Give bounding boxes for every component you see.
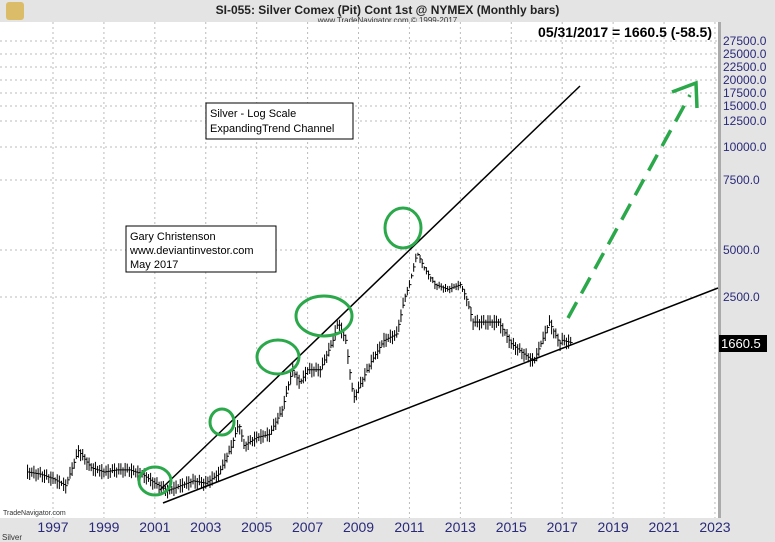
annotation-line: Gary Christenson: [130, 231, 216, 243]
annotation-box-scale: [205, 102, 354, 140]
y-tick-label: 2500.0: [723, 290, 760, 304]
axis-separator: [718, 22, 721, 518]
x-tick-label: 2021: [648, 519, 679, 535]
annotation-box-author: [125, 225, 277, 273]
y-tick-label: 17500.0: [723, 86, 767, 100]
x-tick-label: 1999: [88, 519, 119, 535]
lower-trendline: [162, 287, 719, 504]
x-tick-label: 2023: [699, 519, 730, 535]
highlight-circle: [383, 206, 423, 250]
y-tick-label: 7500.0: [723, 173, 760, 187]
upper-trendline: [159, 85, 581, 491]
x-tick-label: 2009: [343, 519, 374, 535]
x-tick-label: 2005: [241, 519, 272, 535]
highlight-circle: [208, 407, 236, 437]
last-price-label: 1660.5: [721, 336, 761, 351]
x-tick-label: 1997: [37, 519, 68, 535]
highlight-circle: [255, 338, 301, 376]
chart-title: SI-055: Silver Comex (Pit) Cont 1st @ NY…: [215, 3, 560, 17]
x-tick-label: 2003: [190, 519, 221, 535]
annotation-line: Silver - Log Scale: [210, 108, 296, 120]
x-tick-label: 2013: [445, 519, 476, 535]
y-tick-label: 27500.0: [723, 34, 767, 48]
y-tick-label: 20000.0: [723, 73, 767, 87]
plot-area: [0, 22, 718, 518]
x-tick-label: 2019: [598, 519, 629, 535]
y-tick-label: 15000.0: [723, 99, 767, 113]
trade-navigator-logo: [6, 2, 24, 20]
x-tick-label: 2011: [394, 519, 424, 535]
x-tick-label: 2007: [292, 519, 323, 535]
footer-label: Silver: [2, 533, 22, 542]
y-tick-label: 12500.0: [723, 114, 767, 128]
x-tick-label: 2015: [496, 519, 527, 535]
last-value-readout: 05/31/2017 = 1660.5 (-58.5): [538, 24, 712, 40]
y-tick-label: 5000.0: [723, 243, 760, 257]
y-tick-label: 10000.0: [723, 140, 767, 154]
x-tick-label: 2017: [547, 519, 578, 535]
arrow-head-icon: [671, 80, 699, 109]
last-price-badge: [719, 335, 767, 352]
highlight-circle: [137, 465, 173, 497]
y-tick-label: 25000.0: [723, 47, 767, 61]
annotation-line: ExpandingTrend Channel: [210, 123, 334, 135]
x-tick-label: 2001: [139, 519, 170, 535]
chart-subtitle: www.TradeNavigator.com © 1999-2017: [317, 16, 458, 25]
annotation-line: www.deviantinvestor.com: [129, 245, 254, 257]
y-tick-label: 22500.0: [723, 60, 767, 74]
annotation-line: May 2017: [130, 259, 178, 271]
watermark: TradeNavigator.com: [3, 510, 66, 517]
projection-arrow: [566, 94, 692, 319]
highlight-circle: [294, 294, 354, 338]
